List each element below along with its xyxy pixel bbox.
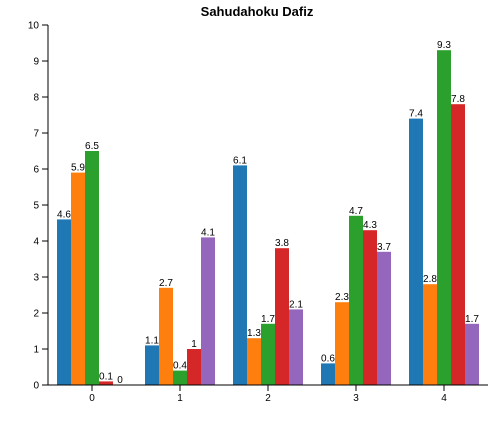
bar-series-0-cat-2	[233, 165, 247, 385]
bar-series-2-cat-2	[261, 323, 275, 385]
x-axis: 0 1 2 3 4	[48, 384, 488, 404]
data-label-series-1-cat-3: 2.3	[335, 292, 349, 303]
y-tick-label: 0	[33, 381, 39, 392]
data-label-series-0-cat-1: 1.1	[145, 335, 159, 346]
data-label-series-3-cat-2: 3.8	[275, 238, 289, 249]
data-label-series-0-cat-0: 4.6	[57, 209, 71, 220]
bar-series-1-cat-4	[423, 284, 437, 385]
x-tick-label: 4	[441, 393, 447, 404]
data-label-series-1-cat-4: 2.8	[423, 274, 437, 285]
data-label-series-3-cat-0: 0.1	[99, 371, 113, 382]
bar-series-1-cat-1	[159, 287, 173, 385]
y-axis: 0 1 2 3 4 5 6 7 8 9 10	[28, 21, 49, 392]
data-label-series-4-cat-4: 1.7	[465, 314, 479, 325]
bar-series-1-cat-0	[71, 172, 85, 385]
data-label-series-4-cat-3: 3.7	[377, 242, 391, 253]
chart-title: Sahudahoku Dafiz	[201, 4, 314, 19]
bar-series-1-cat-3	[335, 302, 349, 385]
y-tick-label: 5	[33, 201, 39, 212]
data-label-series-1-cat-0: 5.9	[71, 163, 85, 174]
y-tick-label: 1	[33, 345, 39, 356]
bars-group	[57, 50, 479, 385]
data-label-series-3-cat-4: 7.8	[451, 94, 465, 105]
y-tick-label: 3	[33, 273, 39, 284]
y-tick-label: 8	[33, 93, 39, 104]
data-label-series-0-cat-4: 7.4	[409, 109, 423, 120]
bar-series-2-cat-1	[173, 370, 187, 385]
bar-series-4-cat-2	[289, 309, 303, 385]
y-tick-label: 4	[33, 237, 39, 248]
data-label-series-4-cat-2: 2.1	[289, 299, 303, 310]
x-tick-label: 3	[353, 393, 359, 404]
x-tick-label: 0	[89, 393, 95, 404]
bar-series-0-cat-4	[409, 118, 423, 385]
bar-series-2-cat-4	[437, 50, 451, 385]
data-label-series-2-cat-2: 1.7	[261, 314, 275, 325]
y-tick-label: 9	[33, 57, 39, 68]
bar-series-3-cat-1	[187, 349, 201, 385]
bar-series-2-cat-3	[349, 215, 363, 385]
data-label-series-2-cat-3: 4.7	[349, 206, 363, 217]
bar-series-4-cat-1	[201, 237, 215, 385]
data-label-series-0-cat-3: 0.6	[321, 353, 335, 364]
bar-series-1-cat-2	[247, 338, 261, 385]
x-tick-label: 1	[177, 393, 183, 404]
data-label-series-4-cat-0: 0	[117, 375, 123, 386]
bar-series-3-cat-2	[275, 248, 289, 385]
bar-series-4-cat-4	[465, 323, 479, 385]
data-label-series-2-cat-1: 0.4	[173, 361, 187, 372]
bar-series-3-cat-4	[451, 104, 465, 385]
data-labels-group: 4.65.96.50.1 01.12.70.414.16.11.31.73.82.…	[57, 40, 479, 386]
y-tick-label: 7	[33, 129, 39, 140]
data-label-series-3-cat-3: 4.3	[363, 220, 377, 231]
data-label-series-2-cat-4: 9.3	[437, 40, 451, 51]
bar-series-3-cat-0	[99, 381, 113, 385]
data-label-series-2-cat-0: 6.5	[85, 141, 99, 152]
y-tick-label: 10	[28, 21, 40, 32]
y-tick-label: 6	[33, 165, 39, 176]
y-tick-label: 2	[33, 309, 39, 320]
bar-series-3-cat-3	[363, 230, 377, 385]
bar-series-0-cat-0	[57, 219, 71, 385]
data-label-series-0-cat-2: 6.1	[233, 155, 247, 166]
data-label-series-4-cat-1: 4.1	[201, 227, 215, 238]
bar-series-0-cat-3	[321, 363, 335, 385]
data-label-series-1-cat-2: 1.3	[247, 328, 261, 339]
data-label-series-3-cat-1: 1	[191, 339, 197, 350]
bar-series-4-cat-3	[377, 251, 391, 385]
bar-series-0-cat-1	[145, 345, 159, 385]
data-label-series-1-cat-1: 2.7	[159, 278, 173, 289]
bar-series-2-cat-0	[85, 151, 99, 385]
x-tick-label: 2	[265, 393, 271, 404]
